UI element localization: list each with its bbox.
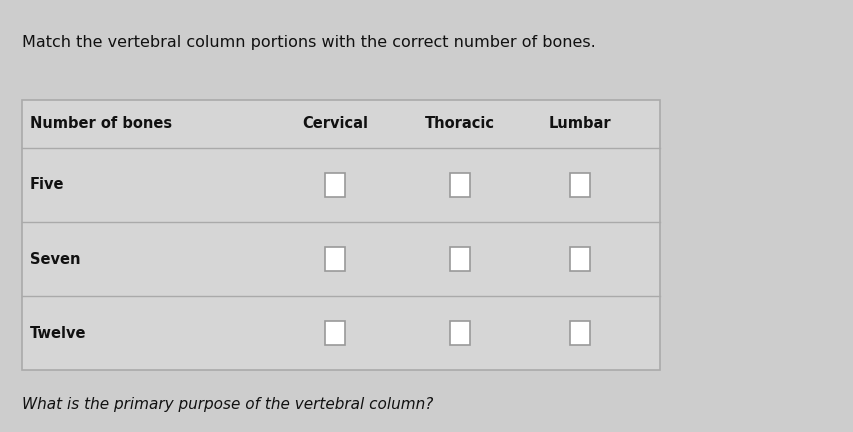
Text: Five: Five: [30, 178, 65, 193]
Text: Lumbar: Lumbar: [548, 117, 611, 131]
Text: Cervical: Cervical: [302, 117, 368, 131]
Text: Seven: Seven: [30, 251, 80, 267]
Text: Thoracic: Thoracic: [425, 117, 495, 131]
Bar: [325, 247, 345, 271]
Text: Match the vertebral column portions with the correct number of bones.: Match the vertebral column portions with…: [22, 35, 595, 50]
Bar: [450, 247, 469, 271]
Bar: [325, 173, 345, 197]
Bar: [450, 321, 469, 345]
Bar: [569, 321, 589, 345]
Bar: [569, 173, 589, 197]
Bar: [569, 247, 589, 271]
Text: Twelve: Twelve: [30, 325, 86, 340]
Text: Number of bones: Number of bones: [30, 117, 172, 131]
Bar: [325, 321, 345, 345]
Text: What is the primary purpose of the vertebral column?: What is the primary purpose of the verte…: [22, 397, 432, 413]
Bar: [450, 173, 469, 197]
